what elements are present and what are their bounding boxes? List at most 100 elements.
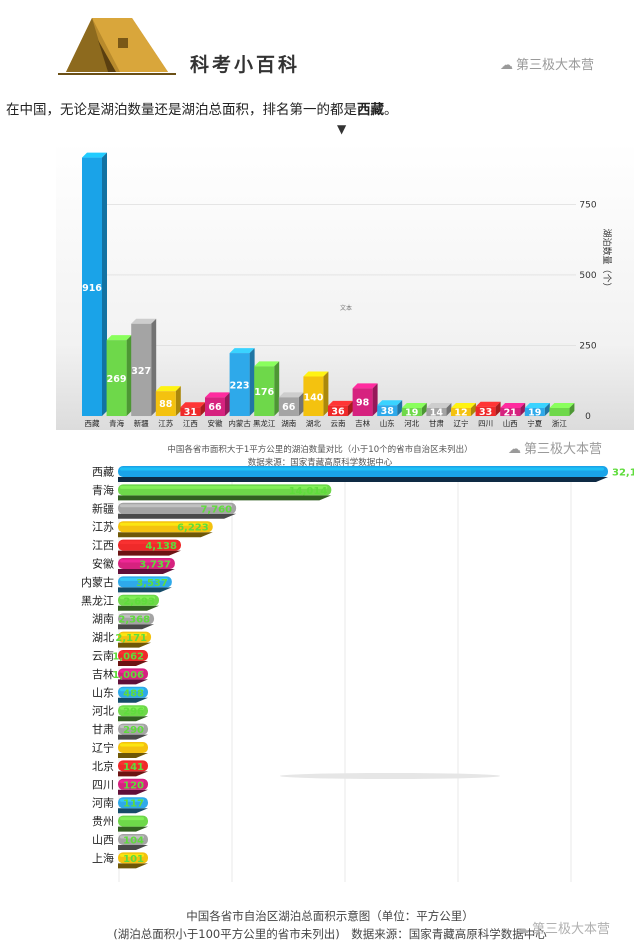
bar [451,403,476,416]
bar-side [225,392,230,416]
bar [118,852,148,869]
value-label: 98 [356,398,370,409]
bar [118,686,148,703]
bar [118,594,159,611]
bar-side [151,318,157,416]
bar-top [131,318,157,324]
bar-front [254,366,275,416]
bar-front [155,391,176,416]
category-label: 河南 [92,797,114,810]
bar-underside [118,642,152,648]
category-label: 江西 [183,419,198,428]
bar [118,778,148,795]
category-label: 内蒙古 [81,575,114,589]
bar-side [372,383,378,416]
bar-underside [118,495,332,501]
bar-top [254,361,280,367]
bar-top [352,383,378,389]
value-label: 290 [123,725,144,736]
category-label: 西藏 [92,466,114,479]
category-label: 安徽 [92,557,114,571]
bar-underside [118,477,608,482]
category-label: 四川 [478,419,493,428]
bar-side [126,335,132,416]
chart-note: 文本 [340,304,352,312]
bar-side [298,392,304,416]
bar [205,392,230,416]
value-label: 2,693 [123,596,155,607]
bar-underside [118,789,148,795]
bar [131,318,157,416]
bar-side [200,402,206,416]
bar [118,539,181,556]
header: 科考小百科 ☁ 第三极大本营 [0,0,634,92]
value-label: 88 [159,399,173,410]
category-label: 新疆 [134,418,149,428]
category-label: 山西 [92,834,114,847]
bar [549,403,575,416]
bar-front [180,407,201,416]
bar [106,335,132,416]
category-label: 云南 [331,418,346,428]
bar-side [102,152,107,416]
category-label: 青海 [109,418,124,428]
value-label: 33 [479,407,492,418]
bar [118,705,148,722]
bar-top [155,386,181,392]
bar-side [274,361,280,416]
bar-highlight [120,577,168,581]
bar-front [303,376,324,416]
category-label: 山东 [380,418,395,428]
bar [118,650,148,666]
bar [118,834,148,850]
bar-underside [118,771,148,777]
bar-top [82,152,107,158]
bar-top [106,335,132,341]
category-label: 青海 [92,483,114,497]
category-label: 安徽 [208,418,223,428]
category-label: 云南 [92,650,114,663]
bar-underside [118,661,148,666]
category-label: 江苏 [158,418,173,428]
bar-underside [118,679,148,685]
category-label: 北京 [92,759,114,773]
value-label: 1,006 [112,670,144,681]
value-label: 4,138 [145,541,177,552]
bar [475,401,501,416]
bar-top [377,400,403,406]
bar-top [229,348,255,354]
bar-underside [118,716,148,722]
category-label: 内蒙古 [228,418,251,428]
bar [352,383,378,416]
bar-highlight [120,559,171,563]
category-label: 新疆 [92,501,114,515]
bar-highlight [120,633,148,637]
bar-side [323,371,329,416]
bar-top [401,403,427,408]
category-label: 辽宁 [454,418,469,428]
bar-front [401,408,422,416]
bar [524,403,550,416]
wechat-icon: ☁ [500,58,513,73]
value-label: 2,171 [115,633,147,644]
bar [118,576,172,593]
bar-highlight [120,651,144,655]
bar-front [352,388,373,416]
chart2-caption-line1: 中国各省市自治区湖泊总面积示意图（单位：平方公里） [186,909,474,923]
bar-highlight [120,835,144,839]
value-label: 223 [230,381,250,392]
value-label: 327 [131,366,151,377]
bar [118,466,608,482]
bar [118,815,148,832]
bar [254,361,280,416]
category-label: 湖北 [92,631,114,644]
bar [118,742,148,758]
watermark-chart2: ☁ 第三极大本营 [516,922,611,937]
bar-top [278,392,304,398]
value-label: 31 [184,407,197,418]
bar-front [451,408,471,416]
bar [401,403,427,416]
bar-highlight [120,485,328,489]
value-label: 916 [82,283,102,294]
bar-highlight [120,798,144,802]
